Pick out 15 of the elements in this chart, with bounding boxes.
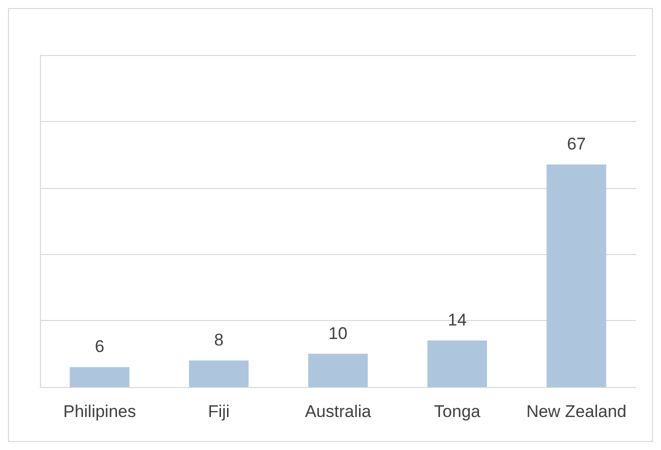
x-tick-label: Philipines <box>63 402 136 421</box>
bar <box>70 367 130 387</box>
data-label: 10 <box>328 324 348 343</box>
data-label: 6 <box>94 337 104 356</box>
x-tick-label: Australia <box>304 402 372 421</box>
bar <box>427 340 487 387</box>
data-label: 8 <box>214 330 224 350</box>
data-label: 14 <box>448 310 467 330</box>
bar <box>546 164 606 387</box>
data-label: 67 <box>566 134 586 154</box>
x-tick-label: New Zealand <box>526 402 626 421</box>
x-tick-label: Fiji <box>208 402 230 421</box>
x-tick-label: Tonga <box>434 402 481 421</box>
bar <box>308 354 368 387</box>
bar <box>189 360 249 387</box>
